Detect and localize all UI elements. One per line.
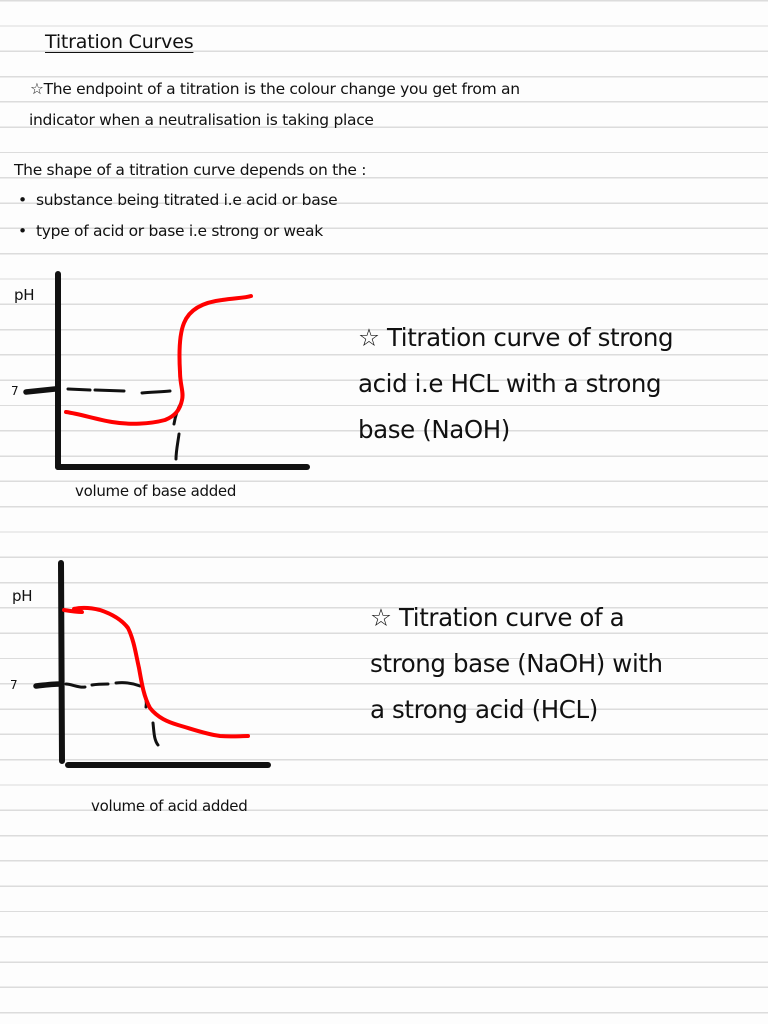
endpoint-note-line-1: ☆The endpoint of a titration is the colo… — [30, 80, 520, 98]
page-title: Titration Curves — [45, 31, 194, 53]
endpoint-note-text-1: The endpoint of a titration is the colou… — [43, 80, 520, 98]
caption-line: ☆ Titration curve of strong — [358, 323, 674, 352]
tick-label-7: 7 — [11, 384, 19, 398]
y-axis-label: pH — [12, 587, 33, 605]
x-axis-label: volume of acid added — [91, 797, 248, 815]
graph-caption: ☆ Titration curve of strong acid i.e HCL… — [358, 315, 674, 453]
shape-heading: The shape of a titration curve depends o… — [14, 161, 367, 179]
bullet-text: substance being titrated i.e acid or bas… — [36, 191, 338, 209]
bullet-icon: • — [18, 191, 27, 209]
caption-line: base (NaOH) — [358, 415, 510, 444]
ph-curve-red — [64, 294, 253, 426]
tick-label-7: 7 — [10, 678, 18, 692]
bullet-item: • type of acid or base i.e strong or weak — [14, 222, 323, 240]
caption-line: strong base (NaOH) with — [370, 649, 663, 678]
y-axis — [58, 560, 65, 764]
ph7-tick — [33, 681, 63, 689]
bullet-icon: • — [18, 222, 27, 240]
x-axis-label: volume of base added — [75, 482, 237, 500]
ph-curve-red — [62, 605, 250, 739]
bullet-text: type of acid or base i.e strong or weak — [36, 222, 323, 240]
star-icon: ☆ — [370, 603, 392, 632]
endpoint-note-line-2: indicator when a neutralisation is takin… — [29, 111, 374, 129]
y-axis-label: pH — [14, 286, 35, 304]
caption-line: ☆ Titration curve of a — [370, 603, 625, 632]
bullet-item: • substance being titrated i.e acid or ba… — [14, 191, 338, 209]
caption-line: a strong acid (HCL) — [370, 695, 598, 724]
ph7-tick — [23, 386, 58, 395]
star-icon: ☆ — [358, 323, 380, 352]
caption-line: acid i.e HCL with a strong — [358, 369, 662, 398]
graph-caption: ☆ Titration curve of a strong base (NaOH… — [370, 595, 663, 733]
star-icon: ☆ — [30, 80, 44, 98]
